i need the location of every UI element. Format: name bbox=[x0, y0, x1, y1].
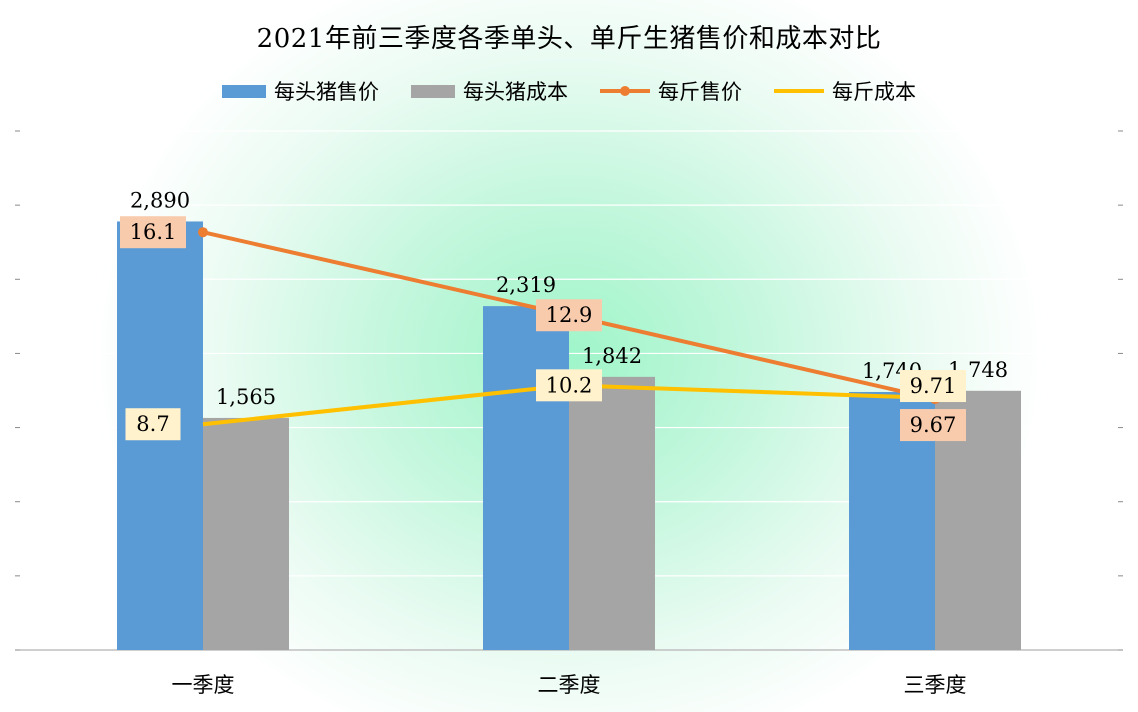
legend-swatch-jin-price bbox=[600, 84, 650, 98]
legend-item-jin-price: 每斤售价 bbox=[600, 76, 742, 106]
line-label-jin-price: 9.67 bbox=[910, 413, 957, 437]
legend-item-jin-cost: 每斤成本 bbox=[774, 76, 916, 106]
line-marker-jin-price bbox=[198, 227, 208, 238]
bar-data-label: 2,319 bbox=[496, 273, 556, 297]
legend-label-jin-cost: 每斤成本 bbox=[832, 80, 916, 104]
legend-label-head-price: 每头猪售价 bbox=[274, 80, 379, 104]
line-label-jin-price: 16.1 bbox=[130, 220, 177, 244]
bar-head-price bbox=[483, 306, 569, 650]
line-label-jin-cost-box bbox=[900, 370, 966, 403]
bar-head-cost bbox=[569, 376, 655, 650]
legend-swatch-head-price bbox=[222, 84, 266, 98]
line-label-jin-price-box bbox=[120, 216, 186, 249]
legend-label-head-cost: 每头猪成本 bbox=[463, 80, 568, 104]
bar-data-label: 1,565 bbox=[216, 385, 276, 409]
bar-data-label: 2,890 bbox=[130, 188, 190, 212]
x-tick-label: 三季度 bbox=[904, 673, 967, 697]
line-label-jin-cost: 10.2 bbox=[546, 373, 593, 397]
legend-swatch-head-cost bbox=[411, 84, 455, 98]
legend-item-head-cost: 每头猪成本 bbox=[411, 76, 568, 106]
bar-data-label: 1,842 bbox=[582, 344, 642, 368]
legend: 每头猪售价 每头猪成本 每斤售价 每斤成本 bbox=[0, 76, 1138, 106]
x-tick-label: 一季度 bbox=[172, 673, 235, 697]
line-label-jin-price: 12.9 bbox=[546, 303, 593, 327]
bar-head-cost bbox=[203, 417, 289, 650]
line-label-jin-cost-box bbox=[125, 408, 181, 441]
line-label-jin-price-box bbox=[900, 409, 966, 442]
line-label-jin-cost: 8.7 bbox=[136, 412, 169, 436]
line-label-jin-cost: 9.71 bbox=[910, 374, 957, 398]
x-tick-label: 二季度 bbox=[538, 673, 601, 697]
legend-swatch-jin-cost bbox=[774, 84, 824, 98]
legend-label-jin-price: 每斤售价 bbox=[658, 80, 742, 104]
legend-item-head-price: 每头猪售价 bbox=[222, 76, 379, 106]
line-label-jin-cost-box bbox=[536, 369, 602, 402]
chart-title: 2021年前三季度各季单头、单斤生猪售价和成本对比 bbox=[256, 24, 882, 54]
line-label-jin-price-box bbox=[536, 299, 602, 332]
